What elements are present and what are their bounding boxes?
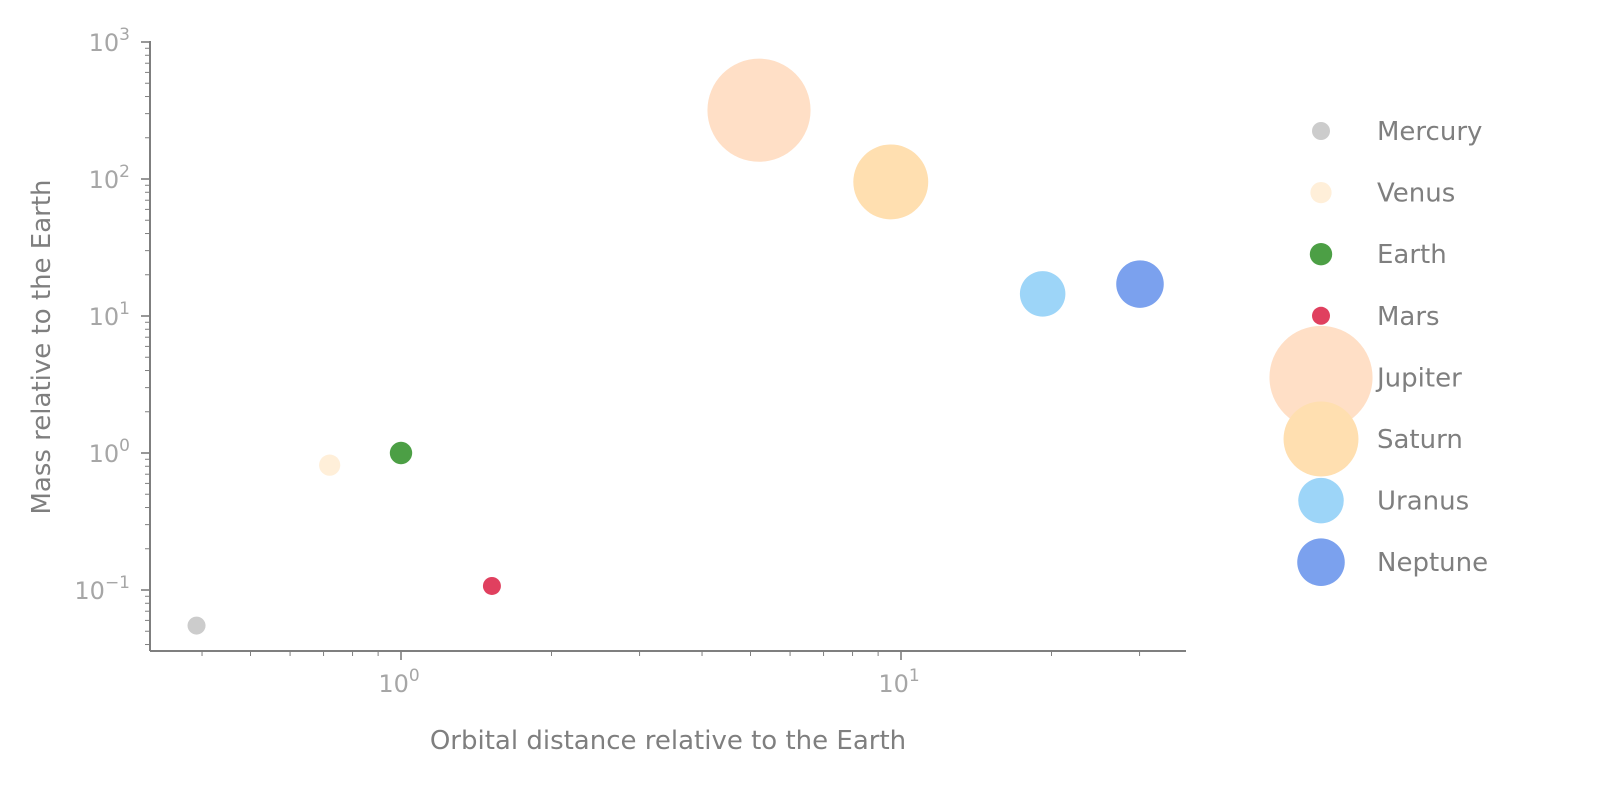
point-jupiter <box>707 58 811 162</box>
x-tick-label: 100 <box>378 666 419 698</box>
point-earth <box>389 441 413 465</box>
point-uranus <box>1019 271 1066 317</box>
legend-label-mercury: Mercury <box>1377 117 1482 147</box>
legend-label-mars: Mars <box>1377 302 1440 332</box>
legend-marker-mars <box>1312 306 1330 325</box>
legend-marker-jupiter <box>1269 325 1373 429</box>
y-tick-label: 103 <box>89 25 130 57</box>
point-mars <box>482 576 501 595</box>
data-points <box>187 58 1164 635</box>
legend-label-jupiter: Jupiter <box>1375 363 1462 393</box>
legend-label-saturn: Saturn <box>1377 425 1463 455</box>
legend-marker-saturn <box>1283 401 1359 477</box>
point-venus <box>319 454 341 476</box>
y-tick-label: 100 <box>89 436 130 468</box>
y-axis-label: Mass relative to the Earth <box>27 179 57 514</box>
legend-marker-venus <box>1310 181 1332 204</box>
point-mercury <box>187 616 206 635</box>
point-neptune <box>1116 260 1164 308</box>
y-tick-label: 101 <box>89 299 130 331</box>
y-tick-label: 102 <box>89 162 130 194</box>
axes: 100 101 10−1 100 101 102 103 <box>74 25 1186 698</box>
legend-marker-neptune <box>1297 538 1345 586</box>
legend-label-earth: Earth <box>1377 240 1447 270</box>
x-axis-label: Orbital distance relative to the Earth <box>430 726 906 756</box>
legend-label-uranus: Uranus <box>1377 487 1469 517</box>
legend-marker-uranus <box>1298 477 1344 524</box>
legend-marker-mercury <box>1312 122 1330 140</box>
legend-label-neptune: Neptune <box>1377 548 1488 578</box>
x-tick-label: 101 <box>878 666 919 698</box>
legend: Mercury Venus Earth Mars Jupiter Saturn Uranus… <box>1269 117 1488 586</box>
legend-label-venus: Venus <box>1377 179 1455 209</box>
legend-marker-earth <box>1309 243 1333 266</box>
y-tick-label: 10−1 <box>74 573 130 605</box>
point-saturn <box>853 144 929 220</box>
